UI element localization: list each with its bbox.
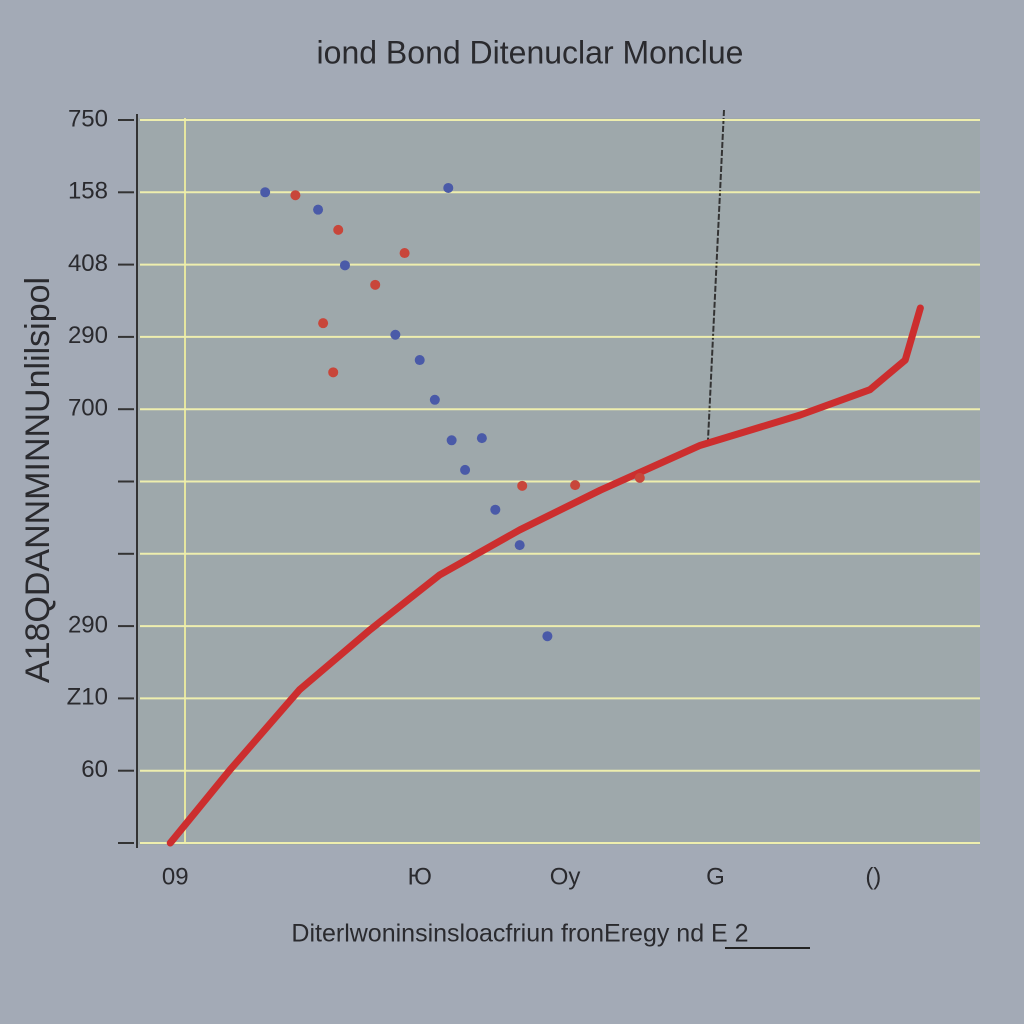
data-point	[260, 187, 271, 198]
data-point	[514, 540, 525, 551]
data-point	[414, 355, 425, 366]
data-point	[339, 260, 350, 271]
data-point	[318, 318, 329, 329]
y-tick-label: 408	[68, 250, 108, 277]
data-point	[476, 433, 487, 444]
x-tick-label: G	[706, 863, 725, 890]
y-tick-label: 750	[68, 105, 108, 132]
x-axis-label: Diterlwoninsinsloacfriun fronEregy nd E …	[291, 920, 748, 948]
x-tick-label: ()	[865, 863, 881, 890]
data-point	[333, 224, 344, 235]
data-point	[399, 248, 410, 259]
data-point	[570, 480, 581, 491]
data-point	[460, 464, 471, 475]
y-axis-label: A18QDANNMINNUnlilsipol	[19, 277, 57, 683]
data-point	[429, 394, 440, 405]
y-tick-label: 700	[68, 395, 108, 422]
y-tick-label: 60	[81, 756, 108, 783]
data-point	[542, 631, 553, 642]
y-tick-label: 290	[68, 322, 108, 349]
data-point	[446, 435, 457, 446]
data-point	[328, 367, 339, 378]
x-tick-label: 09	[162, 863, 189, 890]
y-tick-label: 158	[68, 178, 108, 205]
data-line	[166, 304, 924, 847]
x-tick-label: Oy	[550, 863, 581, 890]
data-point	[290, 190, 301, 201]
vertical-marker	[707, 109, 725, 441]
y-tick-label: Z10	[67, 684, 108, 711]
y-tick-label: 290	[68, 611, 108, 638]
data-point	[313, 204, 324, 215]
data-point	[490, 504, 501, 515]
chart-title: iond Bond Ditenuclar Monclue	[317, 34, 744, 70]
data-point	[634, 472, 645, 483]
x-tick-label: Ю	[408, 863, 432, 890]
data-point	[390, 329, 401, 340]
data-point	[370, 279, 381, 290]
data-point	[517, 480, 528, 491]
data-point	[443, 182, 454, 193]
